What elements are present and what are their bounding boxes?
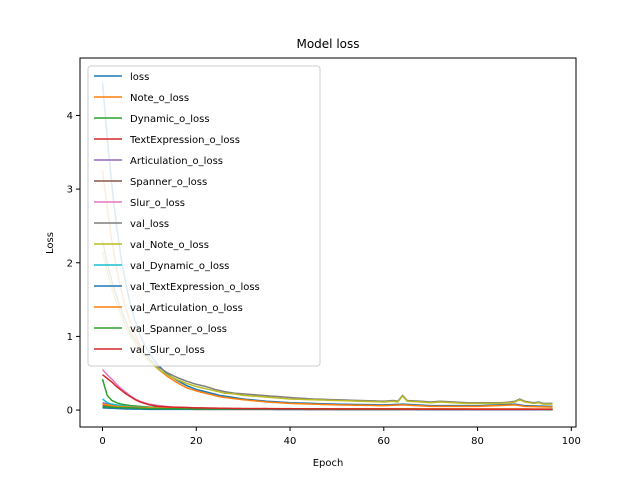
legend-label: val_Note_o_loss (130, 240, 209, 251)
x-axis-label: Epoch (313, 458, 344, 469)
x-axis-ticks: 0 20 40 60 80 100 (99, 427, 581, 447)
legend-label: val_Dynamic_o_loss (130, 261, 229, 272)
chart-title: Model loss (296, 37, 359, 51)
series-line-note-o-loss (101, 170, 553, 408)
x-tick-label: 20 (190, 436, 203, 447)
legend: loss Note_o_loss Dynamic_o_loss TextExpress… (87, 65, 321, 367)
series-line-val-note-o-loss (101, 251, 553, 405)
y-tick-label: 3 (67, 185, 73, 196)
y-axis-ticks: 0 1 2 3 4 (67, 111, 80, 417)
legend-label: Slur_o_loss (130, 198, 185, 209)
legend-label: Note_o_loss (130, 93, 189, 104)
x-tick-label: 100 (562, 436, 581, 447)
legend-label: Dynamic_o_loss (130, 114, 210, 125)
x-tick-label: 80 (471, 436, 484, 447)
x-tick-label: 60 (377, 436, 390, 447)
legend-label: Articulation_o_loss (130, 156, 223, 167)
legend-box (87, 65, 321, 367)
legend-label: val_TextExpression_o_loss (130, 282, 260, 293)
legend-label: TextExpression_o_loss (129, 135, 240, 146)
y-tick-label: 1 (67, 332, 73, 343)
x-tick-label: 40 (284, 436, 297, 447)
legend-label: val_Slur_o_loss (130, 345, 205, 356)
y-tick-label: 0 (67, 406, 73, 417)
axes-frame (79, 57, 577, 428)
y-tick-label: 2 (67, 258, 73, 269)
y-tick-label: 4 (67, 111, 73, 122)
legend-label: val_Spanner_o_loss (130, 324, 227, 335)
y-axis-label: Loss (45, 232, 56, 254)
legend-label: Spanner_o_loss (130, 177, 207, 188)
legend-label: val_Articulation_o_loss (130, 303, 243, 314)
x-tick-label: 0 (99, 436, 105, 447)
plot-lines (101, 82, 553, 411)
legend-label: loss (130, 72, 149, 83)
legend-label: val_loss (130, 219, 169, 230)
series-line-val-slur-o-loss (102, 374, 553, 411)
